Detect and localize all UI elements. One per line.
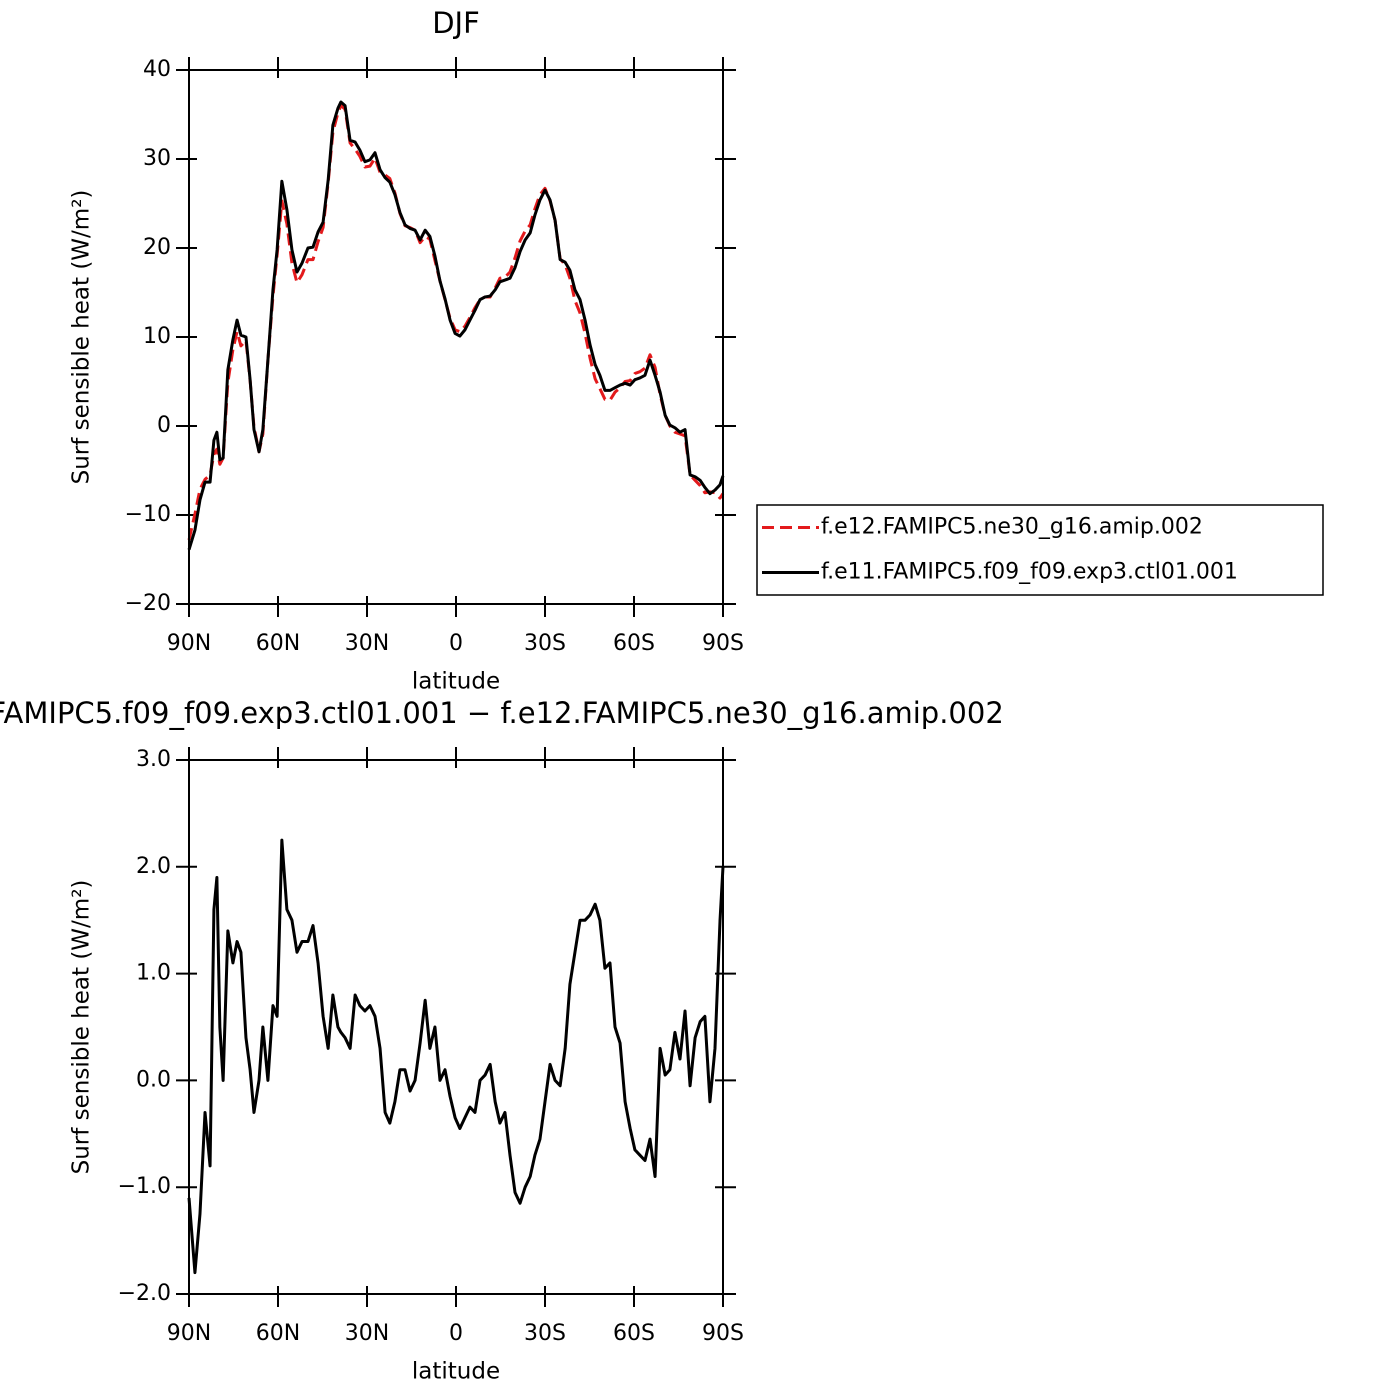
y-axis-label: Surf sensible heat (W/m²) — [69, 880, 95, 1175]
y-tick-label: 0 — [157, 413, 171, 438]
legend-label: f.e11.FAMIPC5.f09_f09.exp3.ctl01.001 — [821, 560, 1238, 585]
x-tick-label: 30S — [524, 1321, 566, 1346]
data-line — [187, 838, 725, 1275]
x-tick-label: 60S — [613, 631, 655, 656]
y-tick-label: −10 — [125, 502, 171, 527]
y-tick-label: 10 — [143, 324, 171, 349]
y-tick-label: 2.0 — [136, 854, 171, 879]
x-tick-label: 90N — [167, 1321, 211, 1346]
chart-title: DJF — [432, 6, 480, 40]
x-tick-label: 60N — [256, 1321, 300, 1346]
y-axis-label: Surf sensible heat (W/m²) — [69, 190, 95, 485]
x-tick-label: 90S — [702, 1321, 744, 1346]
x-axis-label: latitude — [412, 669, 500, 695]
x-tick-label: 30N — [345, 1321, 389, 1346]
y-tick-label: 0.0 — [136, 1067, 171, 1092]
y-tick-label: −20 — [125, 591, 171, 616]
legend-box — [756, 504, 1324, 596]
y-tick-label: 30 — [143, 146, 171, 171]
data-line — [187, 100, 725, 551]
y-tick-label: 40 — [143, 57, 171, 82]
chart-title: f.e11.FAMIPC5.f09_f09.exp3.ctl01.001 − f… — [0, 696, 1004, 730]
x-tick-label: 30N — [345, 631, 389, 656]
y-tick-label: 1.0 — [136, 961, 171, 986]
x-axis-label: latitude — [412, 1359, 500, 1385]
plot-frame — [188, 759, 724, 1295]
y-tick-label: −1.0 — [118, 1174, 171, 1199]
x-tick-label: 0 — [449, 631, 463, 656]
x-tick-label: 90S — [702, 631, 744, 656]
y-tick-label: 3.0 — [136, 747, 171, 772]
plot-frame — [188, 69, 724, 605]
y-tick-label: 20 — [143, 235, 171, 260]
x-tick-label: 30S — [524, 631, 566, 656]
x-tick-label: 0 — [449, 1321, 463, 1346]
y-tick-label: −2.0 — [118, 1281, 171, 1306]
x-tick-label: 60N — [256, 631, 300, 656]
x-tick-label: 60S — [613, 1321, 655, 1346]
x-tick-label: 90N — [167, 631, 211, 656]
legend-label: f.e12.FAMIPC5.ne30_g16.amip.002 — [821, 515, 1203, 540]
